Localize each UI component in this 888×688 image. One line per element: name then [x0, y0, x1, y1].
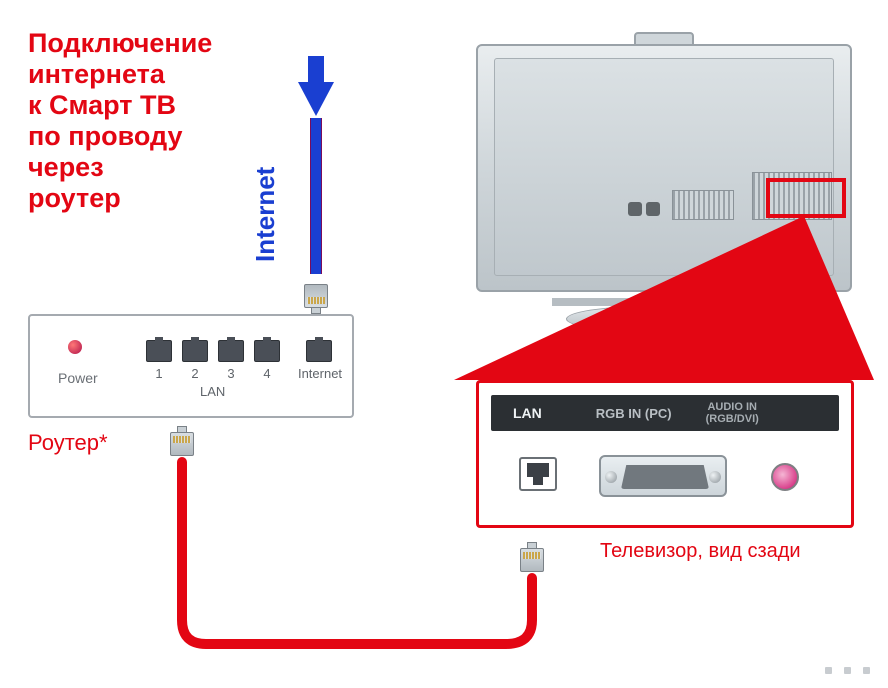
router-internet-port: [306, 340, 332, 362]
tv-vent-icon: [672, 190, 734, 220]
vga-screw-icon: [709, 471, 721, 483]
router-lan-port-1: [146, 340, 172, 362]
rj45-connector-internet: [302, 274, 330, 308]
port-label-audio: AUDIO IN (RGB/DVI): [706, 401, 759, 425]
vga-port-icon: [599, 455, 727, 497]
lan-port-icon: [519, 457, 557, 491]
tv-top-notch: [634, 32, 694, 44]
dot-icon: [825, 667, 832, 674]
diagram-title: Подключение интернета к Смарт ТВ по пров…: [28, 28, 212, 214]
router-lan-port-1-label: 1: [146, 366, 172, 381]
internet-label: Internet: [250, 167, 281, 262]
port-label-audio-l1: AUDIO IN: [707, 401, 757, 413]
router-device: Power 1 2 3 4 LAN Internet: [28, 314, 354, 418]
title-line: интернета: [28, 59, 212, 90]
router-lan-group-label: LAN: [200, 384, 225, 399]
router-internet-port-label: Internet: [294, 366, 346, 381]
audio-jack-icon: [771, 463, 799, 491]
tv-port-area: [752, 172, 832, 220]
tv-inner-panel: [494, 58, 834, 276]
tv-rear-view: [462, 44, 866, 340]
router-power-label: Power: [58, 370, 98, 386]
router-lan-port-4: [254, 340, 280, 362]
port-label-lan: LAN: [513, 405, 542, 421]
title-line: по проводу: [28, 121, 212, 152]
dot-icon: [863, 667, 870, 674]
vga-connector-icon: [621, 465, 709, 489]
tv-caption: Телевизор, вид сзади: [600, 540, 801, 563]
port-label-strip: LAN RGB IN (PC) AUDIO IN (RGB/DVI): [491, 395, 839, 431]
decorative-dots: [825, 667, 870, 674]
tv-small-port-icon: [646, 202, 660, 216]
port-label-rgb: RGB IN (PC): [596, 406, 672, 421]
internet-cable: [310, 118, 322, 274]
router-lan-port-3-label: 3: [218, 366, 244, 381]
router-lan-port-4-label: 4: [254, 366, 280, 381]
router-lan-port-2: [182, 340, 208, 362]
title-line: через: [28, 152, 212, 183]
title-line: к Смарт ТВ: [28, 90, 212, 121]
router-lan-port-2-label: 2: [182, 366, 208, 381]
tv-port-panel: LAN RGB IN (PC) AUDIO IN (RGB/DVI): [476, 380, 854, 528]
tv-stand: [566, 306, 762, 332]
rj45-connector-router-side: [168, 432, 196, 466]
tv-small-port-icon: [628, 202, 642, 216]
vga-screw-icon: [605, 471, 617, 483]
title-line: роутер: [28, 183, 212, 214]
title-line: Подключение: [28, 28, 212, 59]
router-lan-port-3: [218, 340, 244, 362]
tv-foot-bar: [552, 298, 776, 306]
port-label-audio-l2: (RGB/DVI): [706, 413, 759, 425]
internet-arrow-icon: [298, 82, 334, 116]
router-power-led-icon: [68, 340, 82, 354]
router-caption: Роутер*: [28, 430, 108, 456]
dot-icon: [844, 667, 851, 674]
rj45-connector-tv-side: [518, 548, 546, 582]
